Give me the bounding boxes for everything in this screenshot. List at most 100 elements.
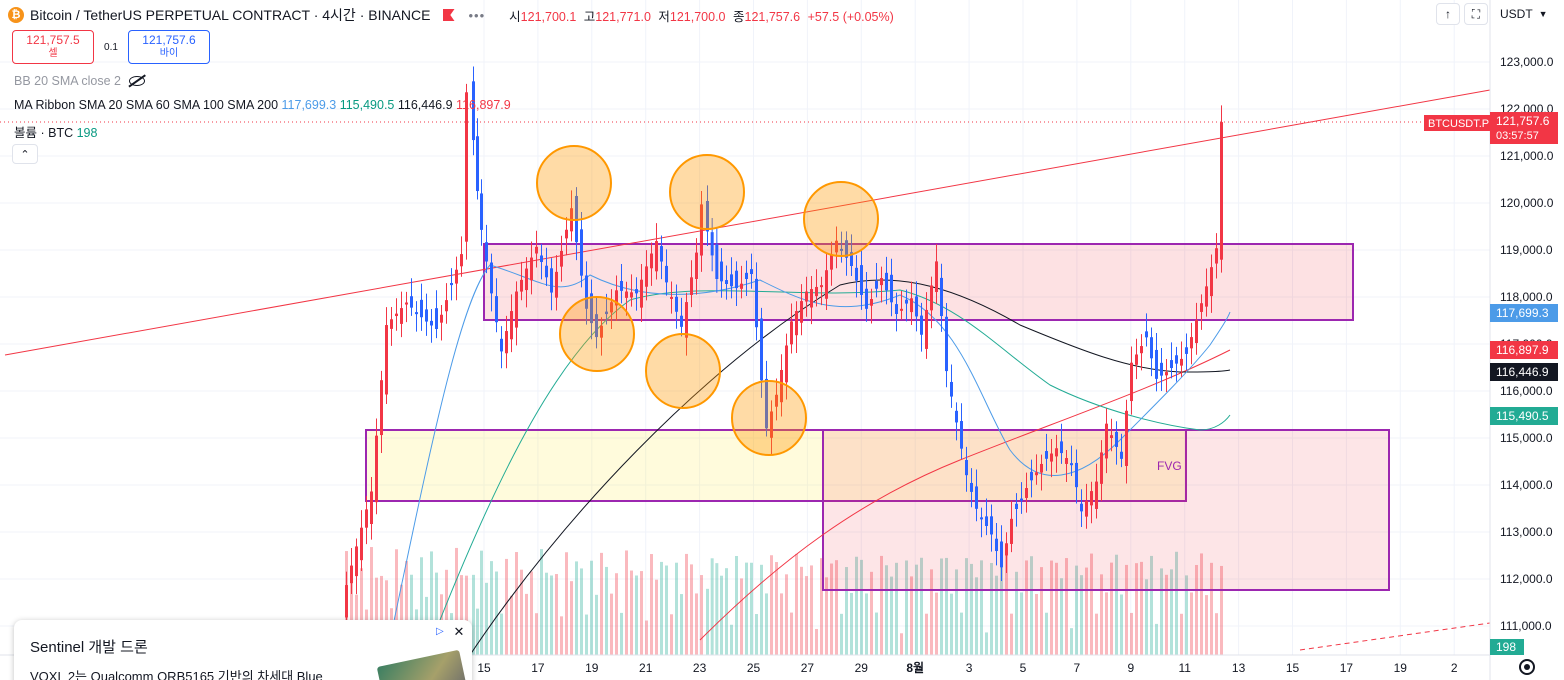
volume-bar (1210, 562, 1213, 655)
price-tick-label: 123,000.0 (1500, 55, 1554, 69)
candle-body (450, 283, 453, 286)
candle-body (1170, 360, 1173, 369)
candle-body (865, 288, 868, 309)
volume-bar (1130, 612, 1133, 655)
flag-icon[interactable] (442, 9, 455, 21)
swing-marker (669, 154, 745, 230)
volume-legend[interactable]: 볼륨 · BTC 198 (14, 126, 98, 140)
volume-bar (1120, 594, 1123, 655)
candle-body (360, 527, 363, 561)
sell-button[interactable]: 121,757.5 셀 (12, 30, 94, 64)
volume-bar (660, 561, 663, 655)
candle-body (985, 516, 988, 527)
volume-bar (1185, 575, 1188, 655)
volume-bar (650, 554, 653, 655)
candle-body (745, 272, 748, 280)
volume-bar (780, 593, 783, 655)
ma200-tag: 116,897.9 (1490, 341, 1558, 359)
more-dots-icon[interactable]: ••• (468, 7, 486, 23)
volume-bar (1015, 571, 1018, 655)
candle-body (770, 411, 773, 438)
candle-body (545, 265, 548, 278)
volume-bar (865, 593, 868, 655)
change-value: +57.5 (+0.05%) (807, 9, 894, 24)
sma-100-line (469, 279, 1231, 656)
candle-body (530, 257, 533, 281)
ma-ribbon-legend[interactable]: MA Ribbon SMA 20 SMA 60 SMA 100 SMA 200 … (14, 98, 511, 112)
volume-bar (600, 552, 603, 655)
volume-bar (745, 562, 748, 655)
volume-bar (1080, 575, 1083, 655)
candle-body (490, 262, 493, 294)
volume-bar (380, 575, 383, 655)
volume-bar (1060, 578, 1063, 655)
candle-body (1000, 541, 1003, 568)
buy-button[interactable]: 121,757.6 바이 (128, 30, 210, 64)
close-icon[interactable]: ✕ (453, 624, 465, 639)
time-axis[interactable]: 15 17 19 21 23 25 27 29 8월 3 5 7 9 11 13 15 17 19 2 (477, 660, 1458, 675)
volume-bar (505, 558, 508, 655)
candle-body (395, 313, 398, 317)
candle-body (455, 269, 458, 284)
candle-body (380, 380, 383, 436)
eye-off-icon[interactable] (129, 76, 146, 86)
volume-bar (900, 633, 903, 655)
trend-line-dashed[interactable] (1299, 622, 1491, 651)
volume-bar (1170, 569, 1173, 655)
time-tick-label: 29 (855, 661, 869, 675)
volume-bar (585, 614, 588, 655)
volume-bar (830, 563, 833, 655)
volume-bar (472, 574, 475, 655)
ma100-tag-text: 116,446.9 (1496, 365, 1549, 379)
swing-marker (803, 181, 879, 257)
trend-line[interactable] (4, 89, 1491, 356)
candle-body (1215, 248, 1218, 264)
candle-body (995, 538, 998, 552)
candle-body (345, 585, 348, 618)
ad-thumbnail[interactable] (376, 649, 468, 680)
volume-bar (1165, 574, 1168, 655)
volume-bar (1065, 558, 1068, 655)
candle-body (790, 321, 793, 345)
bb-indicator-legend[interactable]: BB 20 SMA close 2 (14, 74, 146, 88)
volume-tag: 198 (1490, 639, 1524, 655)
time-tick-label: 2 (1451, 661, 1458, 675)
volume-bar (490, 561, 493, 655)
sma-60-line (439, 289, 1231, 621)
fullscreen-icon: ⛶ (1471, 6, 1481, 21)
candle-body (915, 296, 918, 317)
candle-body (725, 280, 728, 284)
volume-bar (750, 562, 753, 655)
ad-body[interactable]: VOXL 2는 Qualcomm ORB5165 기반의 차세대 Blue (30, 669, 323, 680)
ad-title[interactable]: Sentinel 개발 드론 (30, 639, 148, 656)
gear-icon[interactable] (1519, 659, 1535, 675)
time-tick-label: 17 (531, 661, 545, 675)
candle-body (765, 378, 768, 429)
candle-body (1045, 451, 1048, 459)
candle-body (910, 298, 913, 313)
volume-bar (770, 555, 773, 655)
volume-bar (985, 632, 988, 655)
fullscreen-button[interactable]: ⛶ (1464, 3, 1488, 25)
volume-bar (595, 594, 598, 655)
volume-bar (525, 593, 528, 655)
volume-bar (460, 575, 463, 655)
volume-bar (530, 571, 533, 655)
candle-body (425, 309, 428, 322)
price-axis[interactable]: 123,000.0122,000.0121,000.0120,000.0119,… (1500, 55, 1554, 633)
candle-body (665, 265, 668, 283)
candle-body (1220, 122, 1223, 260)
volume-bar (1175, 551, 1178, 655)
collapse-legend-button[interactable]: ⌃ (12, 144, 38, 164)
candle-body (1200, 303, 1203, 312)
adchoices-icon[interactable]: ▷ (436, 626, 444, 637)
fvg-label: FVG (1157, 459, 1182, 473)
candle-body (685, 302, 688, 338)
candle-body (950, 381, 953, 397)
ad-card[interactable]: Sentinel 개발 드론 VOXL 2는 Qualcomm ORB5165 … (14, 620, 472, 680)
candle-body (525, 268, 528, 291)
currency-select[interactable]: USDT ▼ (1500, 7, 1548, 21)
arrow-up-button[interactable]: ↑ (1436, 3, 1460, 25)
symbol-title[interactable]: Bitcoin / TetherUS PERPETUAL CONTRACT · … (30, 7, 431, 23)
